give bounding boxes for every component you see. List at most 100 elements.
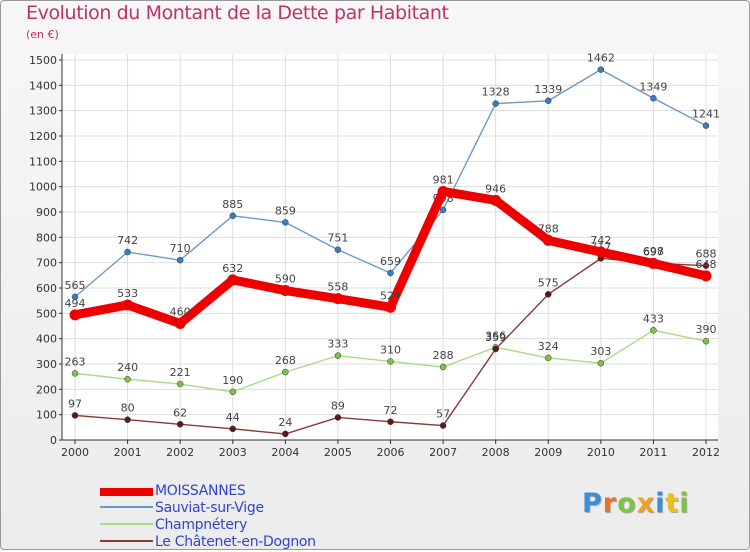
data-point bbox=[650, 95, 657, 102]
data-point bbox=[332, 293, 344, 305]
y-tick-label: 1100 bbox=[29, 155, 57, 168]
legend-swatch bbox=[100, 523, 153, 525]
data-label: 524 bbox=[380, 289, 401, 302]
data-point bbox=[229, 212, 236, 220]
x-tick-label: 2005 bbox=[324, 446, 352, 459]
y-tick-label: 1200 bbox=[29, 130, 57, 143]
data-label: 946 bbox=[485, 182, 506, 195]
data-point bbox=[595, 246, 607, 258]
data-label: 62 bbox=[173, 406, 187, 419]
y-tick-label: 1300 bbox=[29, 105, 57, 118]
data-point bbox=[439, 206, 447, 214]
data-label: 24 bbox=[278, 416, 292, 429]
data-point bbox=[490, 194, 502, 206]
y-tick-label: 500 bbox=[36, 307, 57, 320]
data-label: 44 bbox=[226, 411, 240, 424]
y-tick-label: 800 bbox=[36, 231, 57, 244]
data-label: 1462 bbox=[587, 52, 615, 65]
data-label: 859 bbox=[275, 204, 296, 217]
data-point bbox=[702, 337, 710, 345]
data-label: 72 bbox=[384, 404, 398, 417]
data-label: 697 bbox=[643, 245, 664, 258]
x-tick-label: 2000 bbox=[61, 446, 89, 459]
data-point bbox=[124, 416, 131, 423]
data-label: 288 bbox=[433, 349, 454, 362]
legend-swatch bbox=[100, 506, 153, 508]
x-tick-label: 2006 bbox=[377, 446, 405, 459]
data-label: 80 bbox=[121, 402, 135, 415]
x-tick-label: 2003 bbox=[219, 446, 247, 459]
data-label: 590 bbox=[275, 273, 296, 286]
data-label: 981 bbox=[433, 173, 454, 186]
x-tick-label: 2012 bbox=[692, 446, 720, 459]
data-point bbox=[597, 359, 605, 367]
data-label: 698 bbox=[643, 245, 664, 258]
data-label: 333 bbox=[327, 338, 348, 351]
legend-label: Sauviat-sur-Vige bbox=[155, 500, 264, 516]
data-label: 659 bbox=[380, 255, 401, 268]
data-label: 303 bbox=[590, 345, 611, 358]
data-point bbox=[282, 430, 289, 438]
data-point bbox=[492, 100, 499, 107]
line-chart: 0 100 200 300 400 500 600 700 800 900 1000 1100 1200… bbox=[29, 52, 720, 459]
data-point bbox=[229, 425, 236, 433]
data-label: 885 bbox=[222, 198, 243, 211]
data-label: 268 bbox=[275, 354, 296, 367]
data-label: 310 bbox=[380, 343, 401, 356]
data-label: 751 bbox=[327, 232, 348, 245]
data-label: 359 bbox=[485, 331, 506, 344]
chart-subtitle: (en €) bbox=[26, 28, 59, 41]
data-label: 1241 bbox=[692, 108, 720, 121]
data-label: 632 bbox=[222, 262, 243, 275]
data-label: 533 bbox=[117, 287, 138, 300]
data-point bbox=[700, 270, 712, 282]
data-point bbox=[282, 368, 289, 376]
data-label: 221 bbox=[170, 366, 191, 379]
data-point bbox=[702, 122, 710, 129]
chart-title: Evolution du Montant de la Dette par Hab… bbox=[26, 2, 449, 24]
data-label: 688 bbox=[696, 248, 717, 261]
data-point bbox=[385, 301, 396, 313]
data-label: 433 bbox=[643, 312, 664, 325]
data-label: 648 bbox=[696, 258, 717, 271]
y-tick-label: 0 bbox=[50, 434, 57, 447]
data-point bbox=[439, 363, 447, 371]
legend-swatch bbox=[100, 540, 153, 542]
data-label: 324 bbox=[538, 340, 559, 353]
data-point bbox=[124, 375, 131, 383]
data-label: 97 bbox=[68, 397, 82, 410]
data-point bbox=[597, 66, 605, 73]
data-point bbox=[334, 414, 342, 421]
data-point bbox=[122, 299, 134, 311]
data-point bbox=[71, 370, 79, 377]
logo-letter: i bbox=[679, 488, 690, 519]
data-point bbox=[545, 291, 552, 298]
data-label: 494 bbox=[65, 297, 86, 310]
data-point bbox=[542, 234, 554, 246]
data-label: 565 bbox=[65, 279, 86, 292]
data-point bbox=[439, 422, 447, 429]
legend-label: Champnétery bbox=[155, 517, 248, 533]
y-tick-label: 400 bbox=[36, 333, 57, 346]
y-tick-label: 900 bbox=[36, 206, 57, 219]
data-label: 742 bbox=[590, 234, 611, 247]
proxiti-logo: Proxiti bbox=[582, 488, 690, 519]
y-tick-label: 600 bbox=[36, 282, 57, 295]
y-tick-label: 1000 bbox=[29, 181, 57, 194]
data-point bbox=[437, 185, 449, 197]
data-point bbox=[545, 354, 552, 362]
legend-swatch bbox=[100, 488, 153, 496]
data-point bbox=[387, 358, 394, 365]
data-point bbox=[647, 257, 659, 269]
x-tick-label: 2002 bbox=[166, 446, 194, 459]
x-tick-label: 2004 bbox=[271, 446, 299, 459]
logo-letter: P bbox=[582, 488, 603, 519]
data-point bbox=[492, 345, 499, 353]
data-label: 788 bbox=[538, 222, 559, 235]
y-tick-label: 100 bbox=[36, 409, 57, 422]
data-point bbox=[279, 285, 291, 297]
data-label: 575 bbox=[538, 276, 559, 289]
data-point bbox=[176, 380, 184, 388]
x-tick-label: 2009 bbox=[534, 446, 562, 459]
y-tick-label: 200 bbox=[36, 383, 57, 396]
